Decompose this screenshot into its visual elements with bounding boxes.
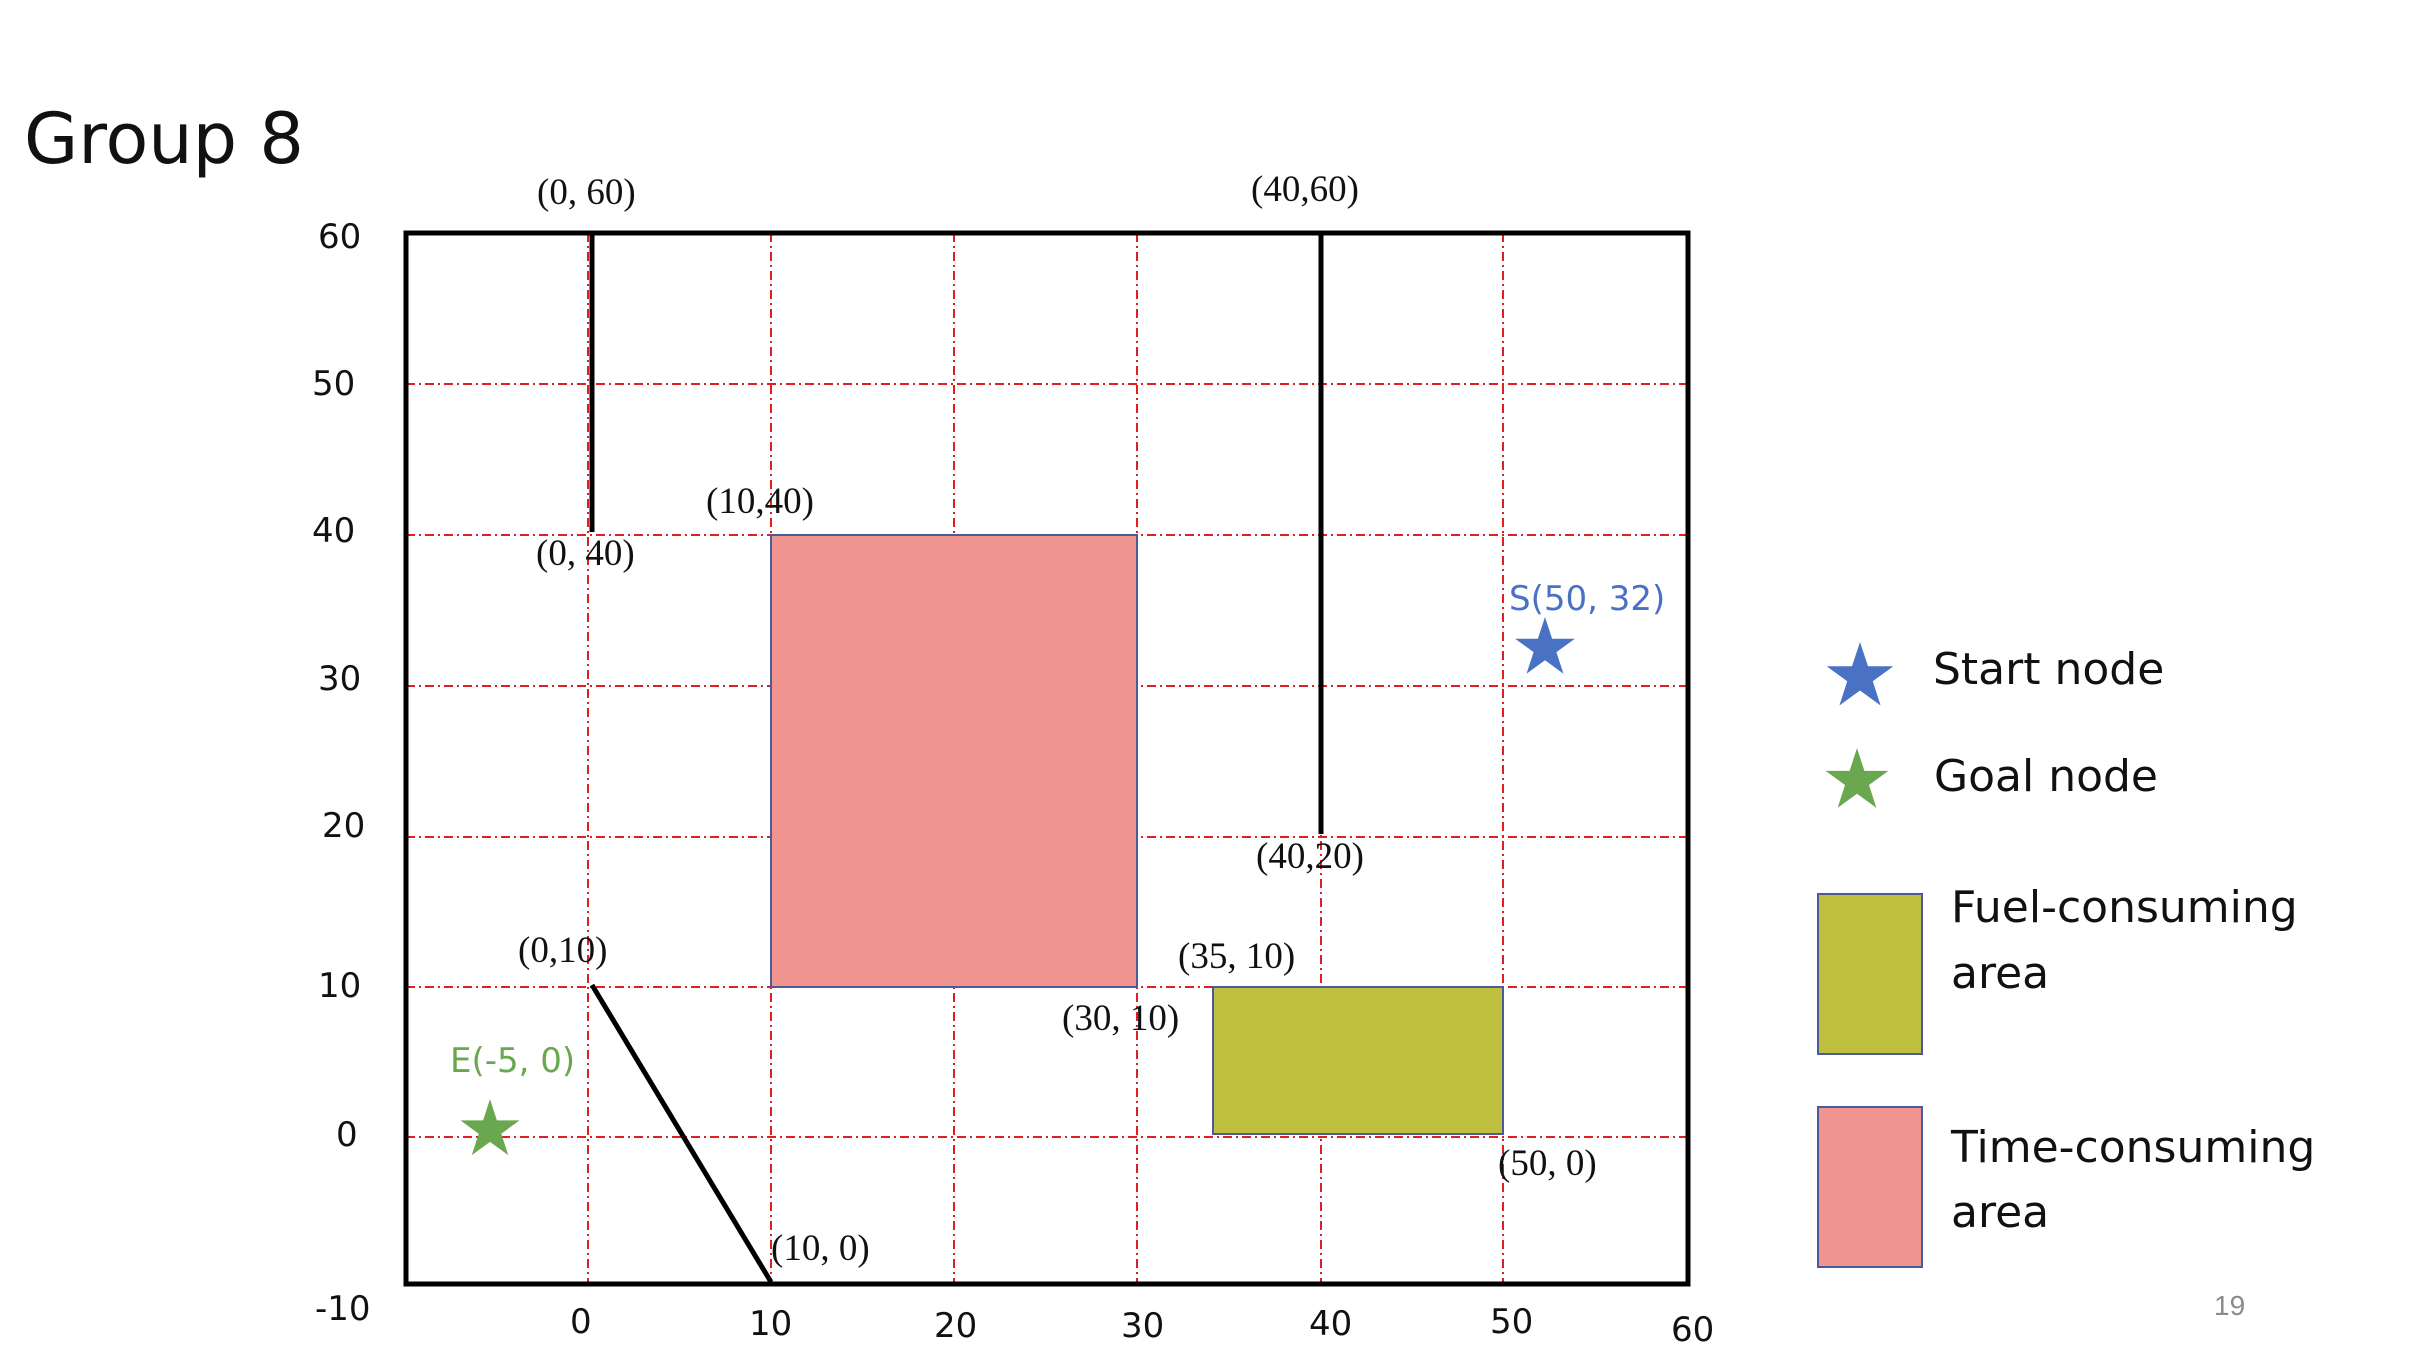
x-tick-30: 30 (1121, 1306, 1164, 1346)
x-tick-50: 50 (1490, 1302, 1533, 1342)
start-node-star-icon (1515, 617, 1575, 674)
legend-time-label-line1: Time-consuming (1950, 1122, 2315, 1173)
goal-node-star-icon (460, 1099, 520, 1156)
y-tick-60: 60 (318, 217, 361, 257)
slide-title: Group 8 (24, 98, 304, 180)
legend-fuel-label-line2: area (1951, 948, 2049, 999)
x-tick-20: 20 (934, 1306, 977, 1346)
legend-fuel-label-line1: Fuel-consuming (1951, 882, 2298, 933)
x-tick-10: 10 (749, 1304, 792, 1344)
y-tick-30: 30 (318, 659, 361, 699)
x-tick-0: 0 (570, 1302, 592, 1342)
label-40-60: (40,60) (1251, 169, 1359, 210)
y-tick-40: 40 (312, 511, 355, 551)
label-0-10: (0,10) (518, 930, 607, 971)
legend-start-star-icon (1826, 642, 1894, 706)
label-50-0: (50, 0) (1498, 1143, 1597, 1184)
wall-diagonal (589, 983, 774, 1284)
label-10-0: (10, 0) (771, 1228, 870, 1269)
x-tick-40: 40 (1309, 1304, 1352, 1344)
label-10-40: (10,40) (706, 481, 814, 522)
label-30-10: (30, 10) (1062, 998, 1179, 1039)
y-tick-20: 20 (322, 806, 365, 846)
legend-time-label-line2: area (1951, 1187, 2049, 1238)
y-tick-10: 10 (318, 966, 361, 1006)
label-0-60: (0, 60) (537, 172, 636, 213)
label-40-20: (40,20) (1256, 836, 1364, 877)
start-node-label: S(50, 32) (1509, 579, 1665, 619)
legend-time-swatch (1817, 1106, 1923, 1268)
page-number: 19 (2214, 1290, 2246, 1321)
label-0-40: (0, 40) (536, 533, 635, 574)
goal-node-label: E(-5, 0) (450, 1041, 575, 1081)
x-tick-60: 60 (1671, 1310, 1714, 1350)
map-frame (403, 230, 1691, 1287)
time-consuming-area (770, 534, 1138, 988)
y-tick-0: 0 (336, 1115, 358, 1155)
fuel-consuming-area (1212, 986, 1504, 1135)
y-tick-50: 50 (312, 364, 355, 404)
legend-goal-label: Goal node (1934, 751, 2158, 802)
legend-goal-star-icon (1825, 748, 1889, 808)
y-tick-m10: -10 (315, 1289, 371, 1329)
legend-fuel-swatch (1817, 893, 1923, 1055)
legend: Start node Goal node Fuel-consuming area… (1817, 642, 2315, 1268)
legend-start-label: Start node (1933, 644, 2164, 695)
label-35-10: (35, 10) (1178, 936, 1295, 977)
